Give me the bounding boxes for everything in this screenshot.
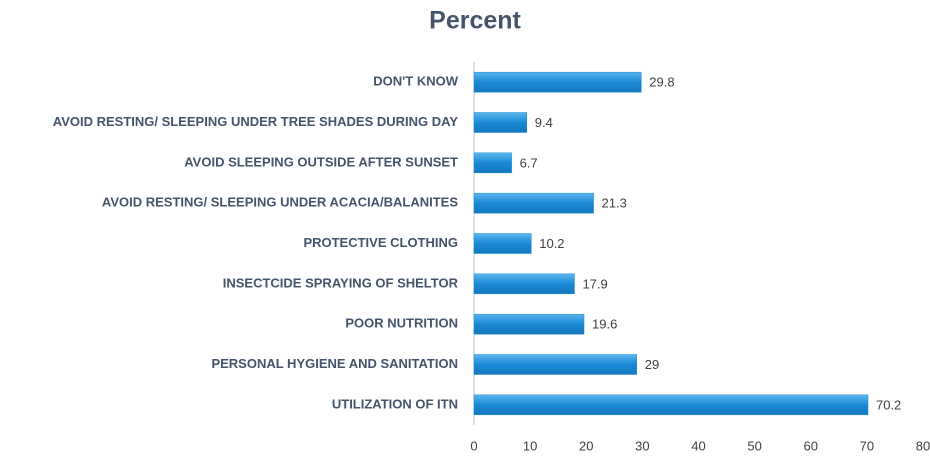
- category-label: AVOID SLEEPING OUTSIDE AFTER SUNSET: [184, 154, 458, 169]
- value-label: 21.3: [602, 196, 627, 211]
- x-tick-label: 50: [747, 438, 761, 453]
- bar: [473, 152, 512, 174]
- value-label: 10.2: [539, 236, 564, 251]
- category-label: AVOID RESTING/ SLEEPING UNDER TREE SHADE…: [53, 114, 459, 129]
- bar: [473, 313, 585, 335]
- category-label: AVOID RESTING/ SLEEPING UNDER ACACIA/BAL…: [102, 195, 458, 210]
- value-label: 17.9: [582, 276, 607, 291]
- x-tick-label: 20: [579, 438, 593, 453]
- category-label: DON'T KNOW: [373, 74, 458, 89]
- category-label: INSECTCIDE SPRAYING OF SHELTOR: [223, 275, 459, 290]
- category-label: UTILIZATION OF ITN: [332, 396, 458, 411]
- chart-title: Percent: [429, 7, 521, 35]
- value-label: 6.7: [520, 155, 538, 170]
- bar: [473, 112, 528, 133]
- bar: [473, 192, 594, 214]
- bar: [473, 354, 638, 375]
- value-label: 29: [645, 357, 659, 372]
- bar: [473, 71, 642, 93]
- x-tick-label: 60: [804, 438, 818, 453]
- x-tick-label: 0: [470, 438, 477, 453]
- value-label: 29.8: [649, 75, 674, 90]
- x-tick-label: 40: [691, 438, 705, 453]
- bar: [473, 233, 532, 254]
- category-label: PERSONAL HYGIENE AND SANITATION: [211, 356, 458, 371]
- category-label: POOR NUTRITION: [345, 316, 458, 331]
- value-label: 70.2: [876, 397, 901, 412]
- bar: [473, 394, 869, 416]
- x-tick-label: 70: [860, 438, 874, 453]
- x-tick-label: 80: [916, 438, 930, 453]
- bar: [473, 273, 575, 295]
- x-tick-label: 30: [635, 438, 649, 453]
- value-label: 19.6: [592, 317, 617, 332]
- value-label: 9.4: [535, 115, 553, 130]
- category-label: PROTECTIVE CLOTHING: [303, 235, 458, 250]
- x-tick-label: 10: [523, 438, 537, 453]
